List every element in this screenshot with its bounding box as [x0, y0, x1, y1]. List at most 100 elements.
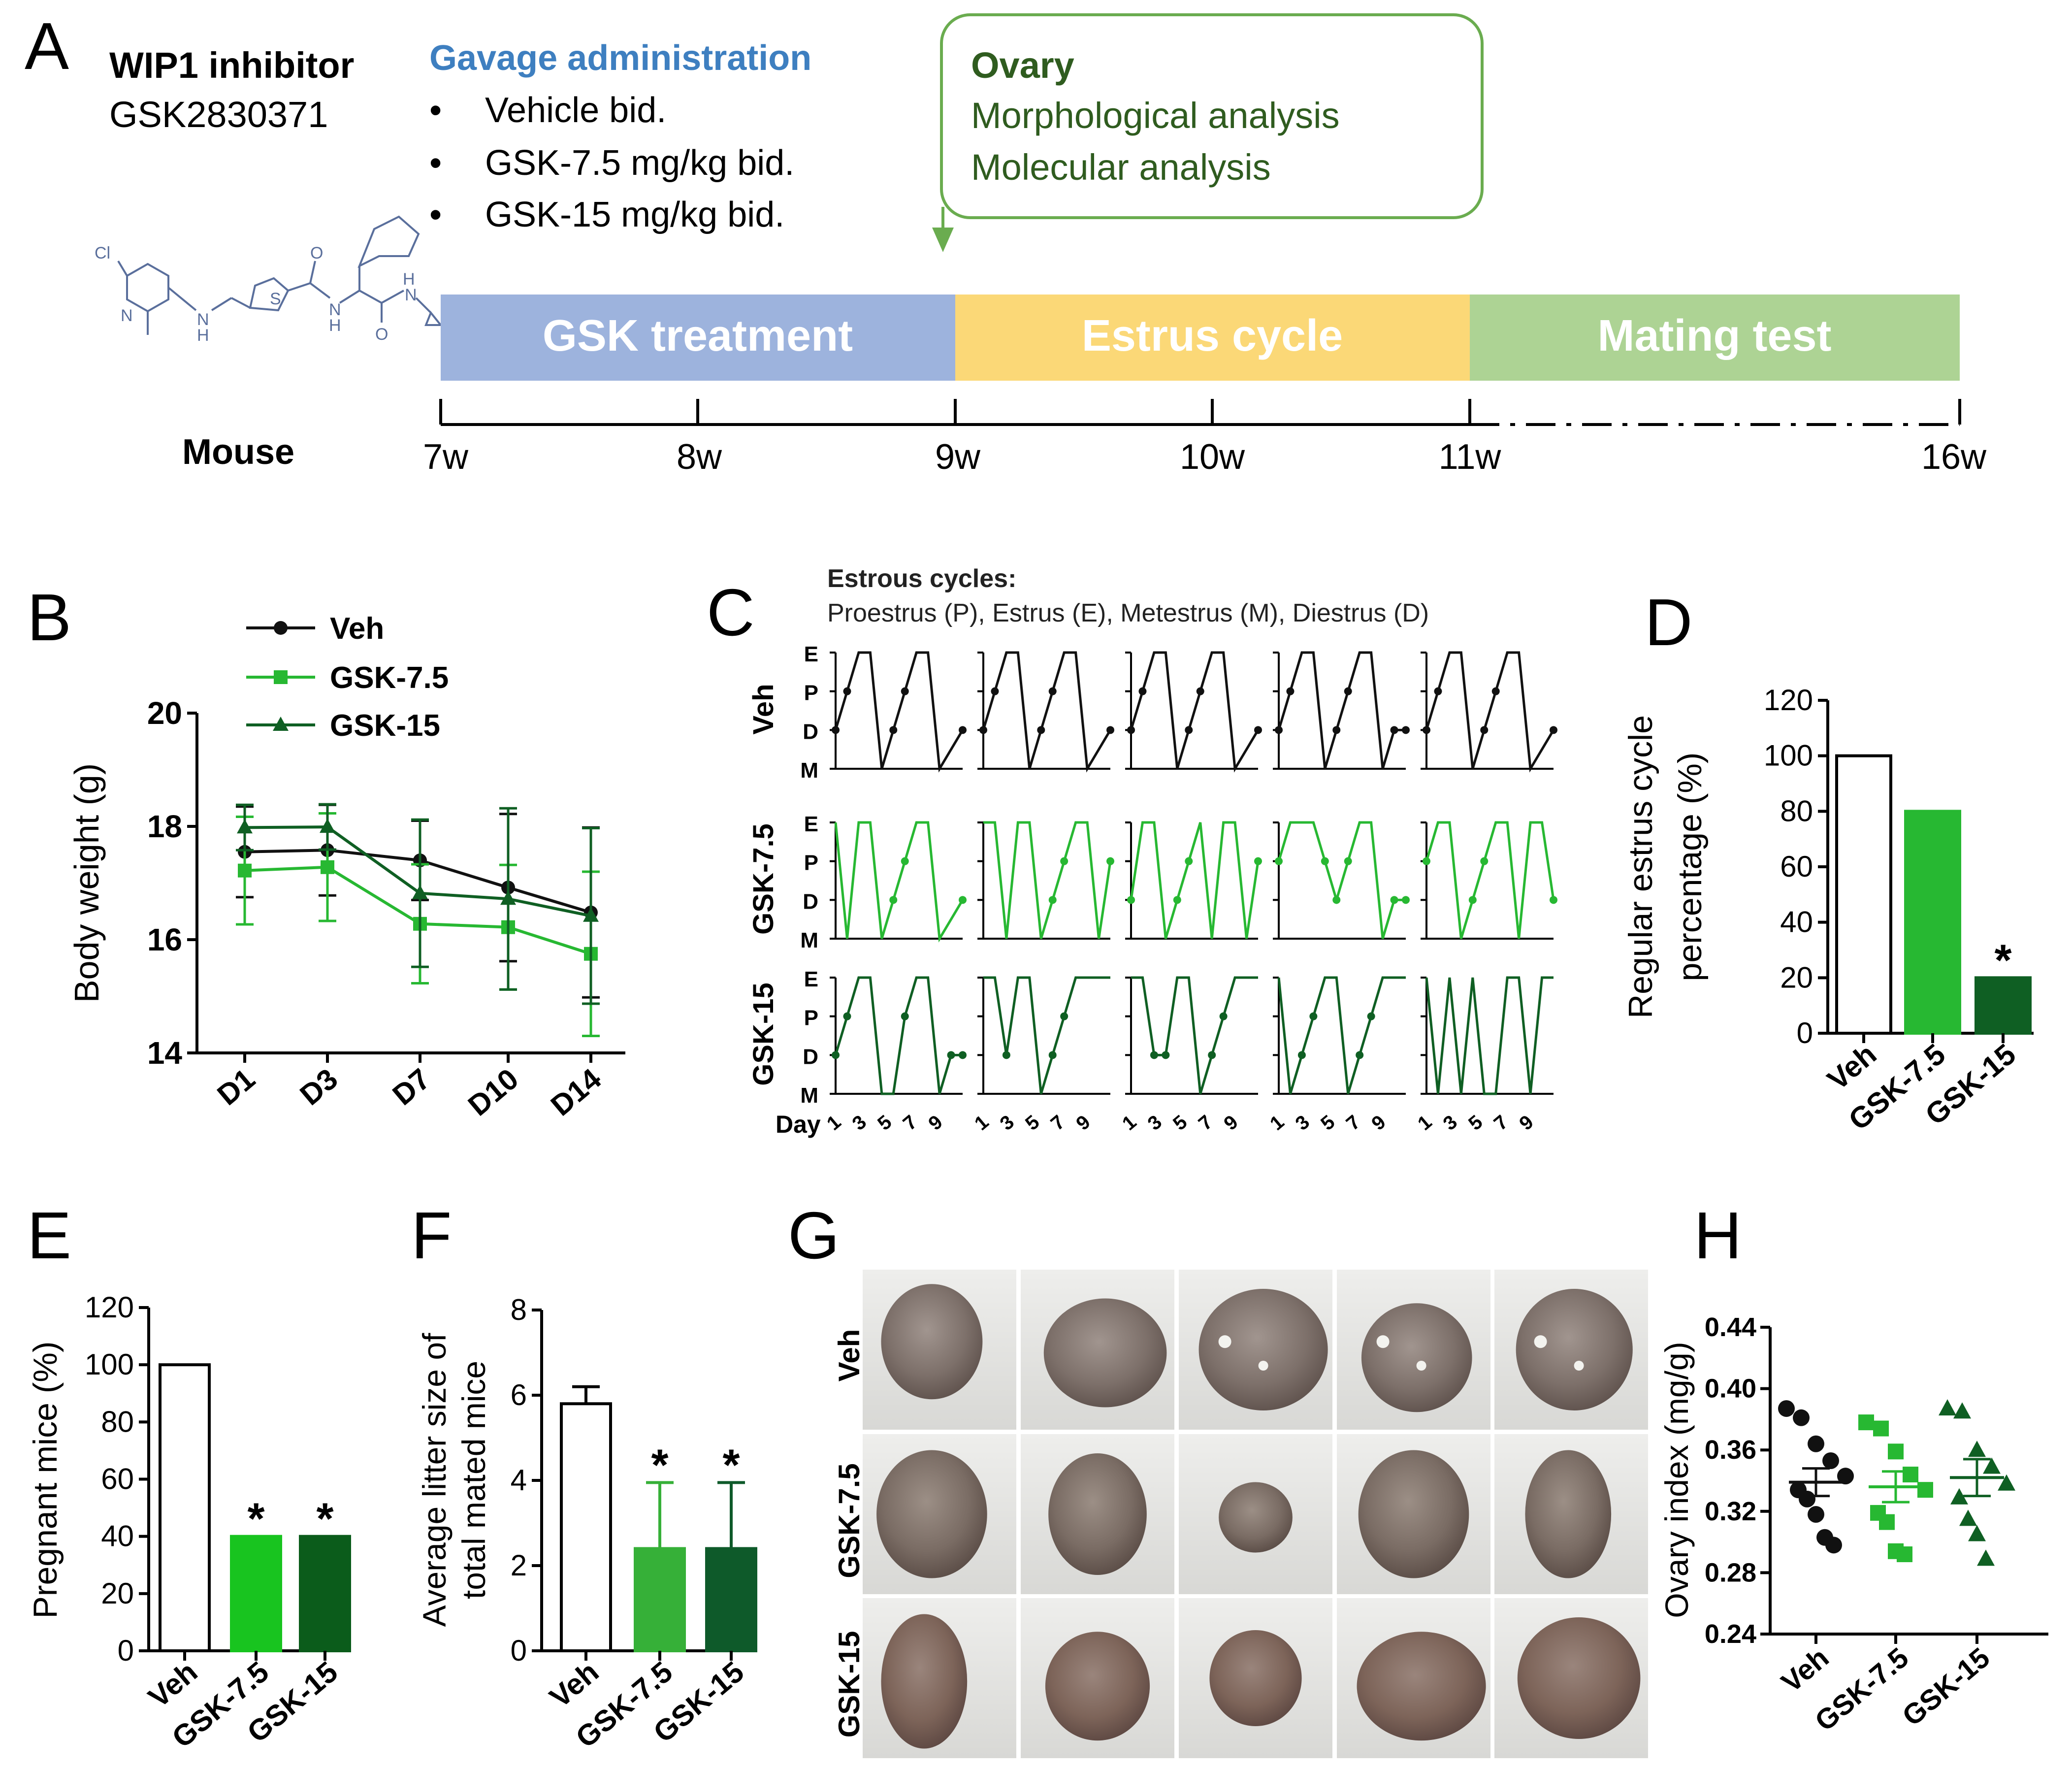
bar-GSK-7.5	[634, 1547, 686, 1652]
data-point	[1983, 1457, 2001, 1474]
day-tick-label: 5	[1169, 1111, 1191, 1135]
cycle-point	[1106, 857, 1114, 865]
data-point	[500, 890, 516, 905]
series-line-GSK-7.5	[244, 865, 591, 955]
cycle-point	[843, 1012, 851, 1020]
gavage-item-1: Vehicle bid.	[485, 91, 666, 130]
chart-c-subtitle: Proestrus (P), Estrus (E), Metestrus (M)…	[827, 599, 1429, 627]
data-point	[238, 863, 252, 878]
y-axis-title: Body weight (g)	[67, 763, 106, 1003]
timeline-axis	[439, 399, 1961, 426]
gavage-bullet-2: •	[429, 143, 442, 183]
x-tick-label: D10	[462, 1062, 524, 1122]
cycle-point	[1127, 896, 1135, 904]
chemical-structure-atoms: Cl N N H S O N H O N H	[95, 244, 417, 345]
y-tick-label: 16	[147, 922, 182, 957]
ovary-photo-grid	[863, 1270, 1648, 1758]
y-tick-label: 14	[147, 1035, 183, 1071]
svg-text:H: H	[403, 270, 415, 289]
cycle-point	[1344, 687, 1352, 695]
panel-label-b: B	[27, 580, 71, 655]
cycle-point	[1150, 1051, 1158, 1059]
cycle-point	[1402, 726, 1410, 734]
significance-star: *	[722, 1441, 740, 1490]
x-tick-label: Veh	[1776, 1641, 1835, 1699]
cycle-point	[1344, 857, 1352, 865]
ovary-shape	[1357, 1632, 1486, 1741]
cycle-line	[1277, 651, 1406, 769]
phase-mating-test	[1470, 295, 1960, 381]
data-point	[1808, 1506, 1824, 1523]
cycle-point	[889, 896, 898, 904]
cycle-point	[1254, 726, 1262, 734]
y-tick-label: 8	[511, 1293, 527, 1326]
data-point	[237, 819, 253, 834]
y-tick-label: 80	[1780, 794, 1813, 827]
cycle-point	[959, 896, 967, 904]
data-point	[1959, 1509, 1977, 1526]
cycle-point	[947, 1051, 955, 1059]
panel-label-f: F	[411, 1198, 452, 1273]
y-tick-label: 80	[101, 1405, 134, 1438]
chart-b-body-weight: 14 16 18 20 Body weight (g) D1 D3 D7 D10 D14 Veh GS…	[67, 612, 625, 1122]
y-axis-title-line: total mated mice	[455, 1361, 492, 1599]
ovary-shape	[1045, 1632, 1150, 1741]
day-tick-label: 1	[971, 1111, 993, 1135]
svg-text:N: N	[121, 306, 133, 325]
ovary-shape	[1525, 1450, 1612, 1578]
svg-text:N: N	[405, 286, 417, 304]
cycle-point	[1297, 1051, 1306, 1059]
species-label: Mouse	[182, 432, 294, 472]
cycle-point	[901, 857, 909, 865]
gavage-bullet-3: •	[429, 195, 442, 234]
data-point	[1837, 1468, 1854, 1485]
data-point	[1968, 1441, 1986, 1457]
day-tick-label: 7	[1195, 1111, 1217, 1135]
stage-label: D	[803, 1045, 818, 1069]
x-tick-label: D3	[294, 1062, 344, 1112]
svg-text:O: O	[375, 325, 388, 344]
photo-row-label-gsk15: GSK-15	[833, 1631, 866, 1738]
cycle-point	[1037, 726, 1045, 734]
cycle-line	[1277, 821, 1406, 939]
phase-label-1: GSK treatment	[543, 311, 853, 360]
svg-text:N: N	[197, 310, 209, 329]
ovary-highlight	[1416, 1361, 1426, 1371]
day-tick-label: 9	[1220, 1111, 1242, 1135]
cycle-point	[1321, 857, 1329, 865]
cycle-point	[1048, 687, 1057, 695]
day-tick-label: 3	[1439, 1111, 1461, 1135]
stage-label: D	[803, 720, 818, 744]
cycle-point	[1390, 896, 1398, 904]
cycle-point	[1402, 896, 1410, 904]
y-tick-label: 6	[511, 1378, 527, 1411]
ovary-highlight	[1534, 1335, 1547, 1348]
cycle-point	[1550, 726, 1557, 734]
data-point	[321, 860, 334, 874]
day-tick-label: 1	[823, 1111, 845, 1135]
data-point	[1888, 1443, 1904, 1460]
y-tick-label: 120	[85, 1291, 134, 1324]
cycle-point	[1275, 726, 1283, 734]
day-tick-label: 9	[1367, 1111, 1390, 1135]
gavage-title: Gavage administration	[429, 38, 811, 78]
stage-label: P	[804, 851, 818, 875]
bar-GSK-7.5	[1904, 810, 1961, 1035]
data-point	[1808, 1435, 1824, 1452]
phase-gsk-treatment	[441, 295, 955, 381]
bar-GSK-7.5	[230, 1535, 282, 1653]
photo-row-label-gsk75: GSK-7.5	[833, 1463, 866, 1578]
stage-label: D	[803, 889, 818, 914]
data-point	[1822, 1452, 1839, 1470]
row-label-GSK-15: GSK-15	[747, 983, 779, 1086]
bar-Veh	[1835, 754, 1892, 1035]
cycle-point	[1480, 726, 1489, 734]
stage-label: E	[804, 812, 818, 836]
chart-c-estrous-cycles: Estrous cycles: Proestrus (P), Estrus (E)…	[747, 564, 1557, 1138]
panel-label-d: D	[1645, 585, 1693, 659]
data-point	[1977, 1549, 1995, 1566]
significance-star: *	[1994, 936, 2011, 985]
stage-label: E	[804, 967, 818, 991]
y-tick-label: 100	[1764, 739, 1813, 772]
y-axis-title-line: Average litter size of	[416, 1333, 453, 1627]
